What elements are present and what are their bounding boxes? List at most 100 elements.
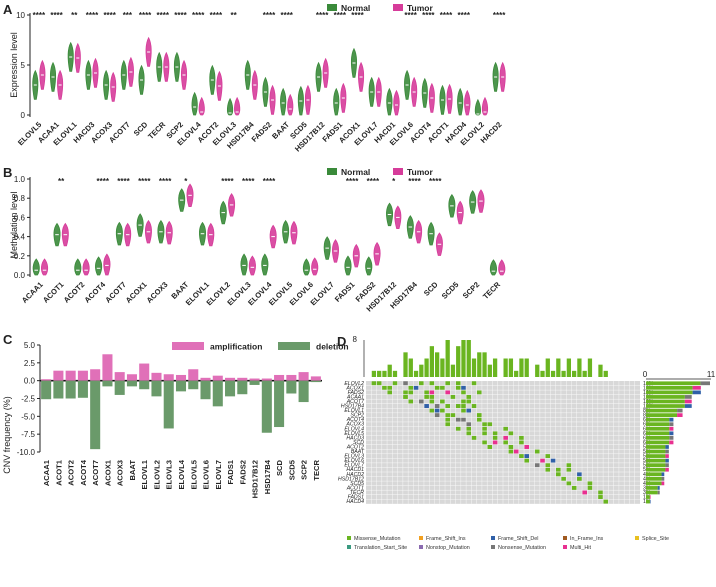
category-label: ACOX1 bbox=[103, 459, 112, 486]
top-bar bbox=[403, 352, 408, 377]
violin-tumor bbox=[393, 89, 400, 116]
legend-label: Splice_Site bbox=[642, 536, 669, 542]
bar-deletion bbox=[237, 380, 248, 395]
mutation-cell bbox=[403, 394, 408, 399]
violin-normal bbox=[240, 253, 248, 276]
side-bar-missense bbox=[646, 399, 685, 404]
gene-label: ACOT2 bbox=[346, 444, 364, 450]
significance-label: **** bbox=[97, 177, 110, 186]
bar-amplification bbox=[298, 372, 309, 381]
significance-label: **** bbox=[334, 11, 347, 20]
top-bar bbox=[587, 358, 593, 377]
mutation-cell bbox=[408, 390, 414, 395]
legend-label-normal: Normal bbox=[341, 167, 370, 177]
panel-c-letter: C bbox=[3, 332, 13, 347]
top-bar bbox=[582, 370, 587, 377]
side-bar-other bbox=[684, 399, 692, 404]
violin-normal bbox=[489, 259, 497, 276]
top-bar bbox=[514, 370, 519, 377]
gene-label: SCD bbox=[353, 440, 364, 446]
mutation-cell bbox=[461, 385, 466, 390]
mutation-cell bbox=[545, 463, 551, 468]
top-bar bbox=[487, 364, 492, 377]
gene-label: ACOT4 bbox=[346, 417, 364, 423]
y-tick-label: -10.0 bbox=[17, 448, 36, 457]
legend-label: Multi_Hit bbox=[570, 545, 591, 551]
bar-amplification bbox=[188, 369, 199, 381]
mutation-cell bbox=[566, 481, 572, 486]
bar-deletion bbox=[298, 380, 309, 403]
top-bar bbox=[371, 370, 377, 377]
bar-deletion bbox=[188, 380, 199, 390]
bar-deletion bbox=[225, 380, 236, 397]
top-bar bbox=[603, 370, 608, 377]
significance-label: **** bbox=[210, 11, 223, 20]
side-bar-missense bbox=[646, 454, 666, 458]
top-bar bbox=[435, 352, 440, 377]
side-bar-other bbox=[665, 449, 669, 454]
top-bar bbox=[387, 364, 392, 377]
significance-label: **** bbox=[50, 11, 63, 20]
top-bar bbox=[482, 352, 487, 377]
bar-amplification bbox=[41, 379, 52, 381]
gene-label: SCP2 bbox=[350, 413, 364, 419]
significance-label: **** bbox=[440, 11, 453, 20]
mutation-cell bbox=[566, 463, 572, 468]
legend-label: Nonstop_Mutation bbox=[426, 545, 470, 551]
mutation-cell bbox=[403, 381, 408, 386]
category-label: ACOT7 bbox=[103, 280, 128, 305]
side-bar-other bbox=[661, 476, 665, 481]
mutation-cell bbox=[455, 426, 461, 431]
panel-a-ylabel: Expression level bbox=[9, 32, 19, 98]
legend-swatch bbox=[419, 545, 423, 549]
bar-amplification bbox=[163, 374, 174, 381]
category-label: ELOVL1 bbox=[140, 459, 149, 489]
bar-deletion bbox=[310, 380, 321, 383]
legend-label-amplification: amplification bbox=[210, 342, 262, 352]
panel-b-legend: Normal Tumor bbox=[327, 167, 434, 177]
category-label: HSD17B4 bbox=[263, 459, 272, 494]
significance-label: * bbox=[184, 177, 188, 186]
significance-label: **** bbox=[174, 11, 187, 20]
bar-amplification bbox=[139, 363, 150, 381]
top-bar bbox=[535, 364, 540, 377]
mutation-cell bbox=[587, 485, 593, 490]
mutation-cell bbox=[445, 381, 451, 386]
top-bar bbox=[471, 358, 477, 377]
mutation-cell bbox=[418, 399, 424, 404]
gene-label: ELOVL2 bbox=[344, 381, 364, 387]
mutation-cell bbox=[487, 445, 493, 449]
category-label: ACOT2 bbox=[67, 460, 76, 486]
side-bar-missense bbox=[646, 385, 693, 390]
legend-label-tumor: Tumor bbox=[407, 167, 434, 177]
violin-tumor bbox=[41, 258, 49, 276]
top-bar bbox=[419, 364, 424, 377]
bar-deletion bbox=[114, 380, 125, 395]
mutation-cell bbox=[461, 399, 466, 404]
panel-c-categories: ACAA1 ACOT1 ACOT2 ACOT4 ACOT7 ACOX1 ACOX3 BAAT E… bbox=[42, 459, 321, 498]
side-bar-other bbox=[677, 413, 683, 417]
mutation-cell bbox=[466, 422, 472, 427]
gene-label: ACOX3 bbox=[345, 422, 364, 428]
bar-amplification bbox=[237, 377, 248, 381]
bar-deletion bbox=[90, 380, 101, 450]
mutation-cell bbox=[455, 385, 461, 390]
significance-label: **** bbox=[422, 11, 435, 20]
significance-label: ** bbox=[230, 11, 237, 20]
panel-d-gene-labels: ELOVL2ACOX1FADS2ACAA1ACOT7HSD17B4ELOVL1S… bbox=[338, 381, 365, 505]
mutation-cell bbox=[534, 449, 540, 454]
mutation-cell bbox=[434, 404, 440, 408]
violin-tumor bbox=[103, 253, 111, 276]
top-bar bbox=[440, 358, 445, 377]
mutation-cell bbox=[434, 413, 440, 418]
panel-c-ylabel: CNV frequency (%) bbox=[2, 396, 12, 474]
mutation-cell bbox=[482, 431, 487, 436]
mutation-cell bbox=[561, 476, 566, 481]
mutation-cell bbox=[587, 481, 593, 486]
side-bar-other bbox=[665, 454, 669, 458]
gene-label: HACD1 bbox=[346, 467, 364, 473]
category-label: SCD bbox=[275, 459, 284, 476]
y-tick-label: 0.4 bbox=[14, 233, 26, 242]
category-label: SCP2 bbox=[300, 460, 309, 480]
